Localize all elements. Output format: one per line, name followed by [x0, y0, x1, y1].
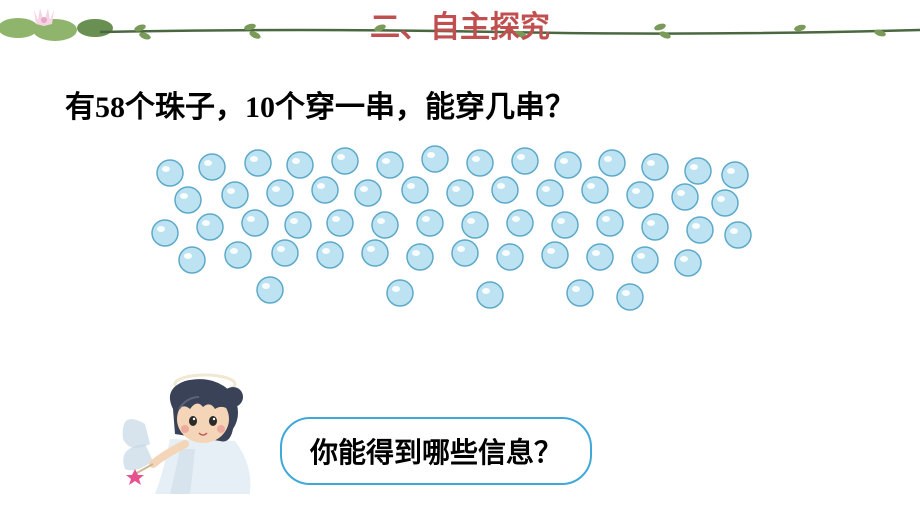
bead: [567, 280, 593, 306]
bead: [422, 146, 448, 172]
bead: [712, 190, 738, 216]
bead: [587, 244, 613, 270]
bead: [542, 242, 568, 268]
bead: [685, 158, 711, 184]
bead: [157, 160, 183, 186]
bead: [597, 210, 623, 236]
bead: [617, 284, 643, 310]
bead: [672, 184, 698, 210]
bead: [387, 280, 413, 306]
bead: [362, 240, 388, 266]
bead: [312, 177, 338, 203]
bead: [225, 242, 251, 268]
bead: [222, 182, 248, 208]
fairy-cheek-right: [217, 425, 225, 433]
bead: [687, 217, 713, 243]
bead: [245, 150, 271, 176]
bead: [199, 154, 225, 180]
bead: [722, 162, 748, 188]
bead: [242, 210, 268, 236]
bead: [582, 177, 608, 203]
bead: [725, 222, 751, 248]
question-text: 有58个珠子，10个穿一串，能穿几串？: [65, 82, 575, 126]
bead: [642, 154, 668, 180]
bead: [467, 150, 493, 176]
bead: [537, 180, 563, 206]
fairy-eye-right: [209, 416, 217, 426]
bead: [402, 177, 428, 203]
bead: [257, 277, 283, 303]
bead: [197, 214, 223, 240]
bead: [452, 240, 478, 266]
bead: [372, 212, 398, 238]
bead: [179, 247, 205, 273]
bead: [447, 180, 473, 206]
bead: [355, 180, 381, 206]
bead: [507, 210, 533, 236]
bead: [272, 240, 298, 266]
bead: [492, 177, 518, 203]
speech-bubble: 你能得到哪些信息？: [280, 417, 592, 485]
bead: [417, 210, 443, 236]
bead: [632, 247, 658, 273]
bead: [332, 148, 358, 174]
bead: [327, 210, 353, 236]
fairy-wing-left: [123, 419, 150, 448]
bead: [407, 244, 433, 270]
fairy-character: [115, 369, 275, 499]
fairy-hair-bun: [223, 387, 243, 407]
bead: [377, 152, 403, 178]
bead: [285, 212, 311, 238]
section-title: 二、自主探究: [0, 2, 920, 46]
fairy-dress: [155, 439, 250, 494]
bead: [675, 250, 701, 276]
bead: [627, 182, 653, 208]
bead: [175, 187, 201, 213]
bead: [152, 220, 178, 246]
bead: [599, 150, 625, 176]
bead: [267, 180, 293, 206]
fairy-eye-left: [189, 416, 197, 426]
bead: [642, 214, 668, 240]
beads-diagram: [140, 145, 780, 355]
bead: [555, 152, 581, 178]
fairy-cheek-left: [181, 425, 189, 433]
bead: [512, 148, 538, 174]
bead: [477, 282, 503, 308]
bead: [497, 244, 523, 270]
bead: [287, 152, 313, 178]
bead: [462, 212, 488, 238]
bead: [552, 212, 578, 238]
bead: [317, 242, 343, 268]
